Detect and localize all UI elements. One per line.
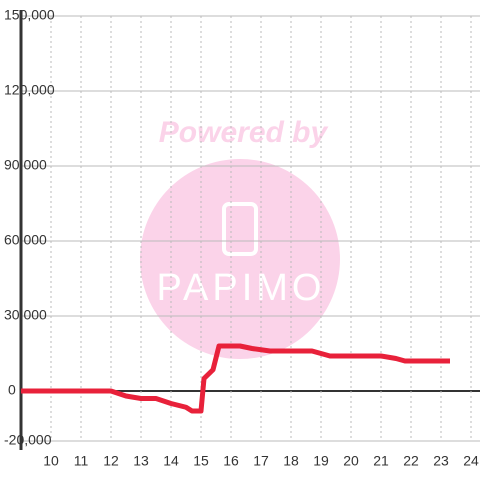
x-tick-label: 16: [223, 453, 239, 469]
y-tick-label: 60,000: [4, 232, 47, 248]
x-tick-label: 14: [163, 453, 179, 469]
watermark-logo: PAPIMO: [157, 267, 326, 309]
watermark-phone: [222, 202, 258, 256]
x-tick-label: 12: [103, 453, 119, 469]
y-tick-label: 30,000: [4, 307, 47, 323]
x-tick-label: 19: [313, 453, 329, 469]
x-tick-label: 11: [74, 453, 89, 469]
y-tick-label: 90,000: [4, 157, 47, 173]
y-tick-label: -20,000: [4, 432, 52, 448]
x-tick-label: 17: [253, 453, 269, 469]
x-tick-label: 18: [283, 453, 299, 469]
x-tick-label: 10: [43, 453, 59, 469]
y-tick-label: 150,000: [4, 7, 55, 23]
x-tick-label: 20: [343, 453, 359, 469]
x-tick-label: 23: [433, 453, 449, 469]
watermark-circle: [140, 159, 340, 359]
y-tick-label: 0: [8, 382, 16, 398]
x-tick-label: 21: [373, 453, 389, 469]
x-tick-label: 15: [193, 453, 209, 469]
y-tick-label: 120,000: [4, 82, 55, 98]
x-tick-label: 22: [403, 453, 419, 469]
x-tick-label: 24: [463, 453, 479, 469]
watermark-text: Powered by: [159, 116, 329, 149]
line: [21, 343, 450, 414]
x-tick-label: 13: [133, 453, 149, 469]
